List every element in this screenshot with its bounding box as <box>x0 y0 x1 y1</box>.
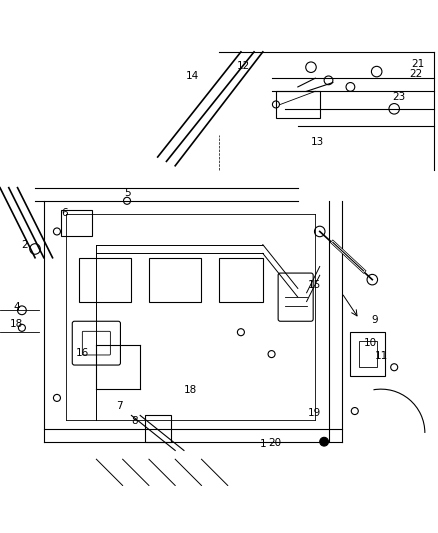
Text: 12: 12 <box>237 61 250 71</box>
Bar <box>359 341 377 367</box>
Text: 9: 9 <box>371 315 378 325</box>
Circle shape <box>320 437 328 446</box>
Bar <box>79 258 131 302</box>
Text: 8: 8 <box>131 416 138 426</box>
Text: 13: 13 <box>311 136 324 147</box>
Text: 19: 19 <box>308 408 321 418</box>
Text: 22: 22 <box>410 69 423 79</box>
Text: 6: 6 <box>61 208 68 218</box>
Text: 18: 18 <box>184 385 197 395</box>
Text: 18: 18 <box>10 319 23 329</box>
Bar <box>276 91 320 118</box>
Bar <box>149 258 201 302</box>
Text: 4: 4 <box>13 302 20 312</box>
Text: 5: 5 <box>124 188 131 198</box>
Text: 11: 11 <box>374 351 388 361</box>
Bar <box>350 332 385 376</box>
Text: 15: 15 <box>308 280 321 290</box>
Text: 20: 20 <box>268 438 282 448</box>
Text: 7: 7 <box>116 401 123 411</box>
Text: 21: 21 <box>412 59 425 69</box>
Text: 2: 2 <box>21 240 28 251</box>
Bar <box>145 415 171 442</box>
Text: 1: 1 <box>259 439 266 449</box>
Text: 10: 10 <box>364 338 377 348</box>
Text: 14: 14 <box>186 71 199 81</box>
Bar <box>61 209 92 236</box>
Text: 16: 16 <box>76 348 89 358</box>
Text: 23: 23 <box>392 92 405 102</box>
Bar <box>219 258 263 302</box>
